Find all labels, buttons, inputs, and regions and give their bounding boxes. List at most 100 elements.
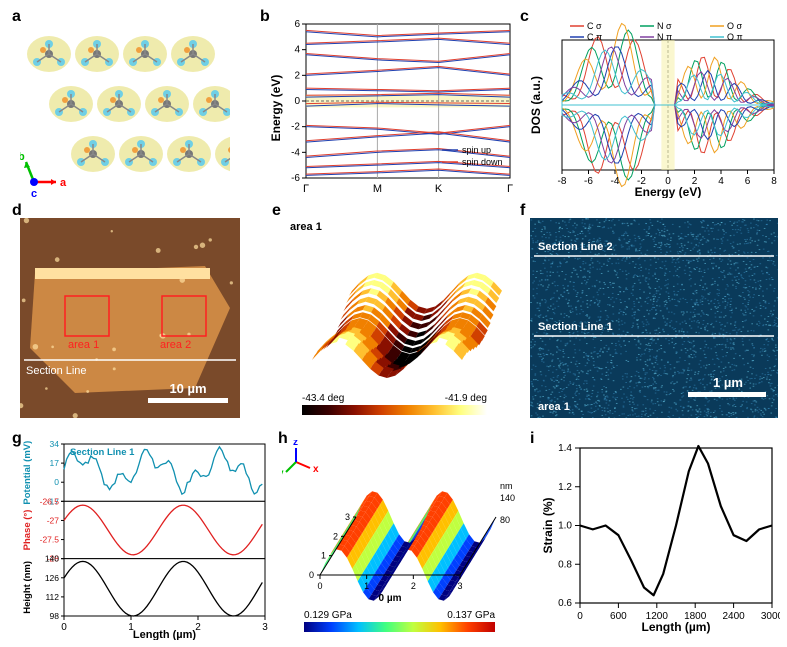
svg-text:DOS (a.u.): DOS (a.u.) <box>529 76 543 134</box>
svg-text:2: 2 <box>195 622 201 633</box>
svg-text:Length (µm): Length (µm) <box>133 629 196 640</box>
svg-text:Section Line 1: Section Line 1 <box>538 321 613 333</box>
svg-text:-43.4 deg: -43.4 deg <box>302 393 344 404</box>
svg-text:126: 126 <box>45 573 59 583</box>
svg-text:c: c <box>31 188 37 197</box>
svg-text:1.0: 1.0 <box>558 521 572 532</box>
svg-text:-6: -6 <box>584 176 593 187</box>
svg-text:0.129 GPa: 0.129 GPa <box>304 610 352 621</box>
svg-text:-27.5: -27.5 <box>40 535 60 545</box>
panel-b-bands: -6 -4 -2 0 2 4 6 Energy (eV) Γ M K Γspin up spin dow… <box>268 18 516 198</box>
svg-text:y: y <box>282 468 284 479</box>
svg-text:3: 3 <box>262 622 268 633</box>
svg-text:34: 34 <box>50 440 60 449</box>
svg-text:area 2: area 2 <box>160 339 191 351</box>
svg-text:2: 2 <box>333 531 338 541</box>
panel-d-afm: area 1 area 2 Section Line 10 µm <box>20 218 240 418</box>
panel-c-dos: -8-6-4-202468Energy (eV)DOS (a.u.)C σN σ… <box>528 18 780 198</box>
svg-text:-6: -6 <box>291 173 300 184</box>
svg-text:0: 0 <box>54 477 59 487</box>
svg-text:Energy (eV): Energy (eV) <box>635 185 702 198</box>
svg-text:600: 600 <box>610 611 627 622</box>
svg-text:0: 0 <box>309 570 314 580</box>
svg-text:-41.9 deg: -41.9 deg <box>445 393 487 404</box>
svg-text:-26.5: -26.5 <box>40 496 60 506</box>
svg-text:C π: C π <box>587 32 602 42</box>
svg-text:0: 0 <box>577 611 583 622</box>
svg-text:nm: nm <box>500 481 513 491</box>
svg-text:-8: -8 <box>558 176 567 187</box>
svg-text:b: b <box>20 151 25 163</box>
svg-text:10 µm: 10 µm <box>169 381 206 396</box>
svg-text:K: K <box>435 183 443 195</box>
svg-text:area 1: area 1 <box>538 401 570 413</box>
svg-text:1.2: 1.2 <box>558 482 572 493</box>
svg-text:2: 2 <box>294 70 300 81</box>
svg-text:Section Line 2: Section Line 2 <box>538 241 613 253</box>
panel-a-lattice: a b c <box>20 22 230 197</box>
svg-text:C σ: C σ <box>587 21 602 31</box>
svg-text:0: 0 <box>317 581 322 591</box>
panel-h-surface: xyz001122330 µmnm140800.129 GPa0.137 GPa <box>282 440 517 640</box>
svg-text:Phase (°): Phase (°) <box>22 510 33 551</box>
svg-text:3: 3 <box>345 512 350 522</box>
label-f: f <box>520 202 525 220</box>
svg-text:0: 0 <box>61 622 67 633</box>
svg-text:Γ: Γ <box>507 183 513 195</box>
svg-text:17: 17 <box>50 458 60 468</box>
svg-text:O σ: O σ <box>727 21 743 31</box>
svg-text:2: 2 <box>411 581 416 591</box>
svg-text:N σ: N σ <box>657 21 672 31</box>
panel-g-traces: -1701734Potential (mV)Section Line 1-28-… <box>16 440 271 640</box>
svg-text:z: z <box>293 440 298 448</box>
svg-text:140: 140 <box>500 493 515 503</box>
svg-text:1: 1 <box>321 551 326 561</box>
panel-f-texture: Section Line 2 Section Line 1 1 µm area 1 <box>530 218 778 418</box>
svg-text:Potential (mV): Potential (mV) <box>22 441 33 505</box>
svg-text:4: 4 <box>718 176 724 187</box>
svg-text:a: a <box>60 177 67 189</box>
svg-text:0: 0 <box>294 96 300 107</box>
panel-e-surface: area 1 -43.4 deg -41.9 deg <box>282 218 507 423</box>
svg-text:N π: N π <box>657 32 672 42</box>
svg-text:1.4: 1.4 <box>558 443 572 454</box>
svg-text:8: 8 <box>771 176 777 187</box>
svg-text:spin up: spin up <box>462 145 491 155</box>
svg-text:6: 6 <box>745 176 751 187</box>
svg-text:Energy (eV): Energy (eV) <box>269 75 283 142</box>
svg-text:0 µm: 0 µm <box>379 593 402 604</box>
label-i: i <box>530 430 534 448</box>
svg-text:x: x <box>313 464 319 475</box>
svg-text:M: M <box>373 183 382 195</box>
svg-text:0.6: 0.6 <box>558 598 572 609</box>
svg-text:0.137 GPa: 0.137 GPa <box>447 610 495 621</box>
svg-text:Γ: Γ <box>303 183 309 195</box>
svg-text:-27: -27 <box>47 515 60 525</box>
svg-text:O π: O π <box>727 32 743 42</box>
svg-text:2400: 2400 <box>722 611 745 622</box>
svg-text:-2: -2 <box>291 122 300 133</box>
svg-text:1 µm: 1 µm <box>713 375 743 390</box>
panel-i-strain: 060012001800240030000.60.81.01.21.4Lengt… <box>538 440 780 635</box>
svg-text:area 1: area 1 <box>290 221 322 233</box>
label-e: e <box>272 202 281 220</box>
svg-text:3000: 3000 <box>761 611 780 622</box>
svg-text:Section Line: Section Line <box>26 365 87 377</box>
svg-text:112: 112 <box>45 592 59 602</box>
svg-text:Section Line 1: Section Line 1 <box>70 447 135 458</box>
svg-text:140: 140 <box>45 554 59 564</box>
svg-text:Height (nm): Height (nm) <box>22 561 33 614</box>
svg-text:1: 1 <box>364 581 369 591</box>
svg-text:-4: -4 <box>291 147 300 158</box>
svg-text:3: 3 <box>457 581 462 591</box>
svg-text:6: 6 <box>294 19 300 30</box>
svg-text:80: 80 <box>500 515 510 525</box>
svg-text:Length (µm): Length (µm) <box>642 620 711 634</box>
svg-text:0.8: 0.8 <box>558 559 572 570</box>
svg-text:-4: -4 <box>611 176 620 187</box>
svg-text:area 1: area 1 <box>68 339 99 351</box>
svg-text:98: 98 <box>50 611 60 621</box>
svg-text:4: 4 <box>294 45 300 56</box>
svg-text:Strain (%): Strain (%) <box>541 497 555 553</box>
svg-text:spin down: spin down <box>462 157 503 167</box>
